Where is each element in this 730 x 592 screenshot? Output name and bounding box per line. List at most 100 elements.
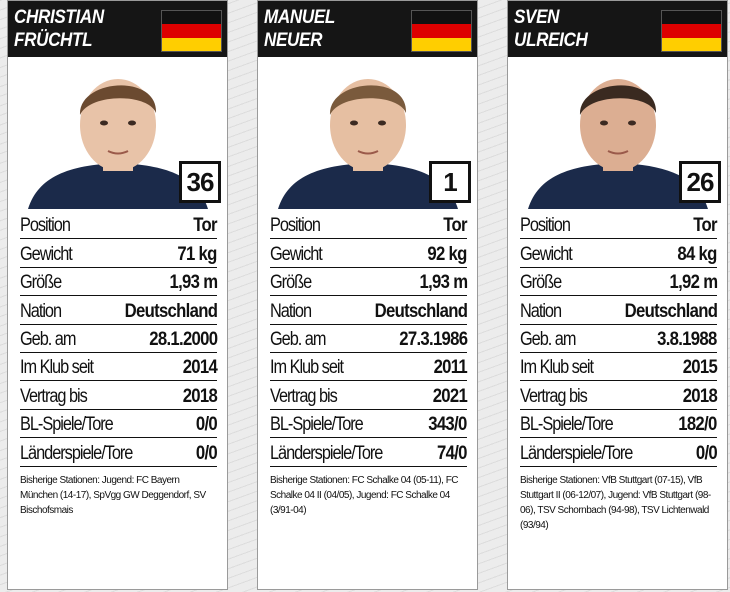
germany-flag-icon [661, 10, 722, 52]
stat-value: 2015 [682, 357, 718, 379]
stat-value: 0/0 [195, 414, 218, 436]
hair-shape [79, 85, 157, 115]
stat-value: 182/0 [678, 414, 718, 436]
stat-label: Geb. am [520, 328, 576, 350]
stat-value: 28.1.2000 [148, 328, 218, 350]
stat-value: 1,93 m [169, 272, 218, 294]
stat-row-position: Position Tor [270, 211, 468, 240]
portrait-image [28, 79, 208, 209]
stat-label: Länderspiele/Tore [20, 442, 133, 464]
flag-stripe-red [662, 24, 721, 38]
shirt-shape [528, 163, 708, 209]
stat-value: 1,93 m [419, 272, 468, 294]
stat-row-laender: Länderspiele/Tore 0/0 [520, 438, 718, 467]
stat-label: BL-Spiele/Tore [270, 414, 364, 436]
stat-row-bl: BL-Spiele/Tore 0/0 [20, 410, 218, 439]
stat-row-gewicht: Gewicht 92 kg [270, 239, 468, 268]
stat-row-gewicht: Gewicht 71 kg [20, 239, 218, 268]
player-card: MANUEL NEUER 1 Position Tor Gewicht 92 kg Größe… [257, 0, 478, 590]
career-stations: Bisherige Stationen: Jugend: FC Bayern M… [20, 475, 206, 516]
stat-label: Vertrag bis [270, 385, 338, 407]
stat-label: Position [520, 215, 571, 237]
stat-row-geb: Geb. am 27.3.1986 [270, 325, 468, 353]
stat-row-groesse: Größe 1,93 m [270, 268, 468, 297]
flag-stripe-red [412, 24, 471, 38]
stat-label: Nation [20, 300, 62, 322]
germany-flag-icon [411, 10, 472, 52]
left-eye-shape [600, 120, 608, 126]
stat-value: 71 kg [177, 243, 218, 265]
player-last-name: FRÜCHTL [14, 30, 93, 51]
stat-value: 2011 [433, 357, 468, 379]
stat-row-klub: Im Klub seit 2011 [270, 353, 468, 382]
stat-value: Deutschland [624, 300, 717, 322]
stat-label: Vertrag bis [20, 385, 88, 407]
stat-row-groesse: Größe 1,92 m [520, 268, 718, 297]
player-photo [8, 57, 227, 209]
stat-row-groesse: Größe 1,93 m [20, 268, 218, 297]
stat-label: Position [20, 215, 71, 237]
stat-value: 2021 [432, 385, 468, 407]
stat-row-position: Position Tor [20, 211, 218, 240]
flag-stripe-black [662, 11, 721, 25]
stats-table: Position Tor Gewicht 71 kg Größe 1,93 m Nation… [20, 211, 218, 467]
stat-value: Tor [193, 215, 217, 237]
flag-stripe-black [412, 11, 471, 25]
stat-row-vertrag: Vertrag bis 2021 [270, 381, 468, 410]
stat-row-bl: BL-Spiele/Tore 343/0 [270, 410, 468, 439]
stat-value: 84 kg [677, 243, 718, 265]
stat-value: Deutschland [124, 300, 217, 322]
stat-value: 2014 [182, 357, 218, 379]
face-shape [580, 79, 656, 171]
stat-label: Im Klub seit [20, 357, 94, 379]
stat-value: Tor [693, 215, 717, 237]
stat-row-geb: Geb. am 3.8.1988 [520, 325, 718, 353]
stat-label: BL-Spiele/Tore [520, 414, 614, 436]
right-eye-shape [628, 120, 636, 126]
stat-label: Gewicht [270, 243, 323, 265]
hair-shape [329, 85, 407, 115]
career-stations: Bisherige Stationen: VfB Stuttgart (07-1… [520, 475, 711, 531]
stat-row-klub: Im Klub seit 2014 [20, 353, 218, 382]
stat-label: Länderspiele/Tore [270, 442, 383, 464]
stat-label: Im Klub seit [520, 357, 594, 379]
card-header: CHRISTIAN FRÜCHTL [8, 1, 227, 57]
stat-row-laender: Länderspiele/Tore 0/0 [20, 438, 218, 467]
player-card: CHRISTIAN FRÜCHTL 36 Position Tor Gewicht 71 k… [7, 0, 228, 590]
player-photo [258, 57, 477, 209]
card-header: MANUEL NEUER [258, 1, 477, 57]
hair-shape [579, 85, 657, 115]
player-name: SVEN ULREICH [514, 6, 588, 52]
player-card: SVEN ULREICH 26 Position Tor Gewicht 84 kg Größ… [507, 0, 728, 590]
stat-label: Gewicht [520, 243, 573, 265]
stat-value: 0/0 [695, 442, 718, 464]
left-eye-shape [350, 120, 358, 126]
face-shape [330, 79, 406, 171]
stat-row-laender: Länderspiele/Tore 74/0 [270, 438, 468, 467]
stat-value: Deutschland [374, 300, 467, 322]
mouth-shape [607, 150, 629, 155]
mouth-shape [107, 150, 129, 155]
player-first-name: MANUEL [264, 7, 335, 28]
right-eye-shape [128, 120, 136, 126]
stat-row-nation: Nation Deutschland [270, 296, 468, 325]
stat-row-vertrag: Vertrag bis 2018 [520, 381, 718, 410]
stat-label: Größe [520, 272, 562, 294]
player-name: MANUEL NEUER [264, 6, 335, 52]
jersey-number: 1 [429, 161, 471, 203]
player-last-name: ULREICH [514, 30, 588, 51]
stat-value: 343/0 [428, 414, 468, 436]
stat-row-nation: Nation Deutschland [520, 296, 718, 325]
player-first-name: SVEN [514, 7, 560, 28]
stat-label: Größe [270, 272, 312, 294]
stat-value: 2018 [682, 385, 718, 407]
stat-label: Gewicht [20, 243, 73, 265]
right-eye-shape [378, 120, 386, 126]
flag-stripe-gold [412, 37, 471, 51]
stat-value: 92 kg [427, 243, 468, 265]
player-last-name: NEUER [264, 30, 323, 51]
flag-stripe-gold [162, 37, 221, 51]
germany-flag-icon [161, 10, 222, 52]
stat-label: Größe [20, 272, 62, 294]
stat-row-geb: Geb. am 28.1.2000 [20, 325, 218, 353]
